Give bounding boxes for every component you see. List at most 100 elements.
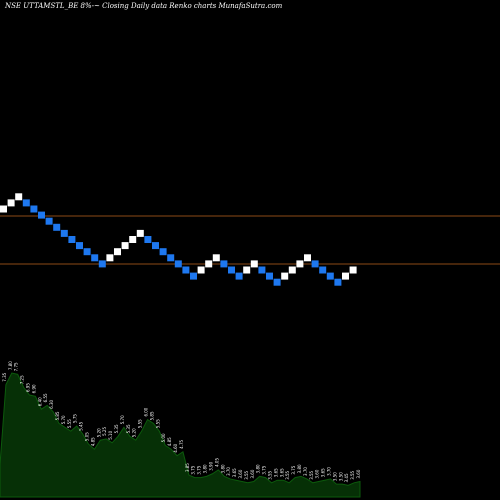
price-label: 3.80 [203, 464, 208, 473]
price-labels-layer: 4.25 7.357.807.757.256.956.906.406.556.30… [0, 361, 361, 483]
price-label: 5.70 [120, 415, 125, 424]
renko-brick-up [129, 236, 137, 243]
price-label: 5.35 [114, 424, 119, 433]
price-label: 5.75 [73, 414, 78, 423]
chart-title: NSE UTTAMSTL_BE 8%-~ Closing Daily data … [4, 2, 283, 10]
renko-brick-down [258, 266, 266, 274]
renko-brick-down [30, 205, 38, 213]
renko-bricks-layer [0, 193, 357, 286]
price-label: 5.20 [96, 428, 101, 437]
renko-brick-up [7, 199, 15, 207]
price-label: 3.80 [297, 464, 302, 473]
renko-brick-up [136, 229, 144, 237]
renko-brick-down [38, 211, 45, 219]
price-label: 3.75 [197, 465, 202, 474]
renko-brick-down [91, 254, 99, 262]
renko-brick-down [319, 266, 327, 274]
price-label: 5.85 [149, 411, 154, 420]
price-label: 3.55 [244, 470, 249, 479]
price-label: 4.75 [179, 439, 184, 448]
renko-brick-down [83, 248, 91, 256]
price-label: 6.95 [26, 383, 31, 392]
price-label: 5.55 [67, 419, 72, 428]
renko-brick-down [273, 278, 281, 286]
price-label: 3.60 [238, 469, 243, 478]
renko-brick-down [334, 278, 342, 286]
renko-brick-down [159, 248, 167, 256]
price-label: 6.40 [37, 397, 42, 406]
price-label: 3.65 [273, 468, 278, 477]
price-label: 4.85 [90, 437, 95, 446]
renko-brick-down [182, 266, 190, 274]
renko-brick-down [53, 223, 61, 231]
renko-brick-down [45, 217, 53, 225]
price-label: 3.45 [344, 473, 349, 482]
renko-brick-up [349, 266, 357, 274]
price-label: 7.80 [8, 361, 13, 370]
price-label: 4.25 [0, 452, 1, 461]
renko-brick-up [106, 254, 114, 262]
price-label: 7.35 [2, 372, 7, 381]
price-label: 7.75 [14, 362, 19, 371]
renko-brick-down [60, 229, 68, 237]
price-label: 3.60 [250, 469, 255, 478]
price-label: 4.85 [167, 437, 172, 446]
reference-lines-layer [0, 215, 500, 265]
price-label: 3.55 [285, 470, 290, 479]
price-label: 5.05 [85, 432, 90, 441]
renko-brick-down [68, 236, 76, 243]
renko-brick-up [296, 260, 304, 268]
renko-brick-down [228, 266, 235, 274]
price-label: 5.55 [155, 419, 160, 428]
price-label: 3.50 [332, 472, 337, 481]
price-label: 3.55 [309, 470, 314, 479]
price-label: 3.55 [267, 470, 272, 479]
price-label: 4.05 [214, 458, 219, 467]
renko-brick-down [152, 242, 159, 250]
renko-brick-up [114, 248, 121, 256]
price-label: 3.65 [321, 468, 326, 477]
renko-brick-up [281, 272, 289, 280]
renko-brick-down [174, 260, 182, 268]
price-label: 3.70 [226, 467, 231, 476]
price-label: 6.55 [43, 393, 48, 402]
price-label: 3.70 [326, 467, 331, 476]
price-label: 3.65 [232, 468, 237, 477]
price-label: 6.90 [31, 384, 36, 393]
price-label: 6.00 [144, 407, 149, 416]
price-label: 3.75 [191, 465, 196, 474]
renko-brick-up [250, 260, 258, 268]
renko-brick-up [342, 272, 349, 280]
price-label: 5.45 [79, 421, 84, 430]
price-label: 3.75 [291, 465, 296, 474]
renko-brick-down [266, 272, 273, 280]
price-label: 3.55 [350, 470, 355, 479]
renko-brick-up [243, 266, 251, 274]
price-area [0, 372, 361, 498]
price-label: 3.90 [208, 461, 213, 470]
price-label: 5.85 [55, 411, 60, 420]
renko-brick-down [167, 254, 175, 262]
price-label: 5.00 [161, 433, 166, 442]
price-label: 4.60 [173, 443, 178, 452]
price-label: 5.35 [126, 424, 131, 433]
renko-brick-down [235, 272, 243, 280]
renko-brick-up [197, 266, 205, 274]
price-area-layer [0, 372, 361, 498]
price-label: 3.80 [220, 464, 225, 473]
renko-brick-down [22, 199, 30, 207]
price-label: 3.60 [315, 469, 320, 478]
renko-brick-up [121, 242, 129, 250]
renko-brick-up [205, 260, 213, 268]
price-label: 7.25 [20, 375, 25, 384]
price-label: 5.55 [138, 419, 143, 428]
price-label: 3.50 [338, 472, 343, 481]
renko-brick-down [76, 242, 83, 250]
renko-brick-down [311, 260, 319, 268]
renko-brick-down [144, 236, 152, 243]
price-label: 3.75 [262, 465, 267, 474]
renko-brick-up [212, 254, 220, 262]
price-label: 5.20 [132, 428, 137, 437]
renko-brick-up [0, 205, 7, 213]
